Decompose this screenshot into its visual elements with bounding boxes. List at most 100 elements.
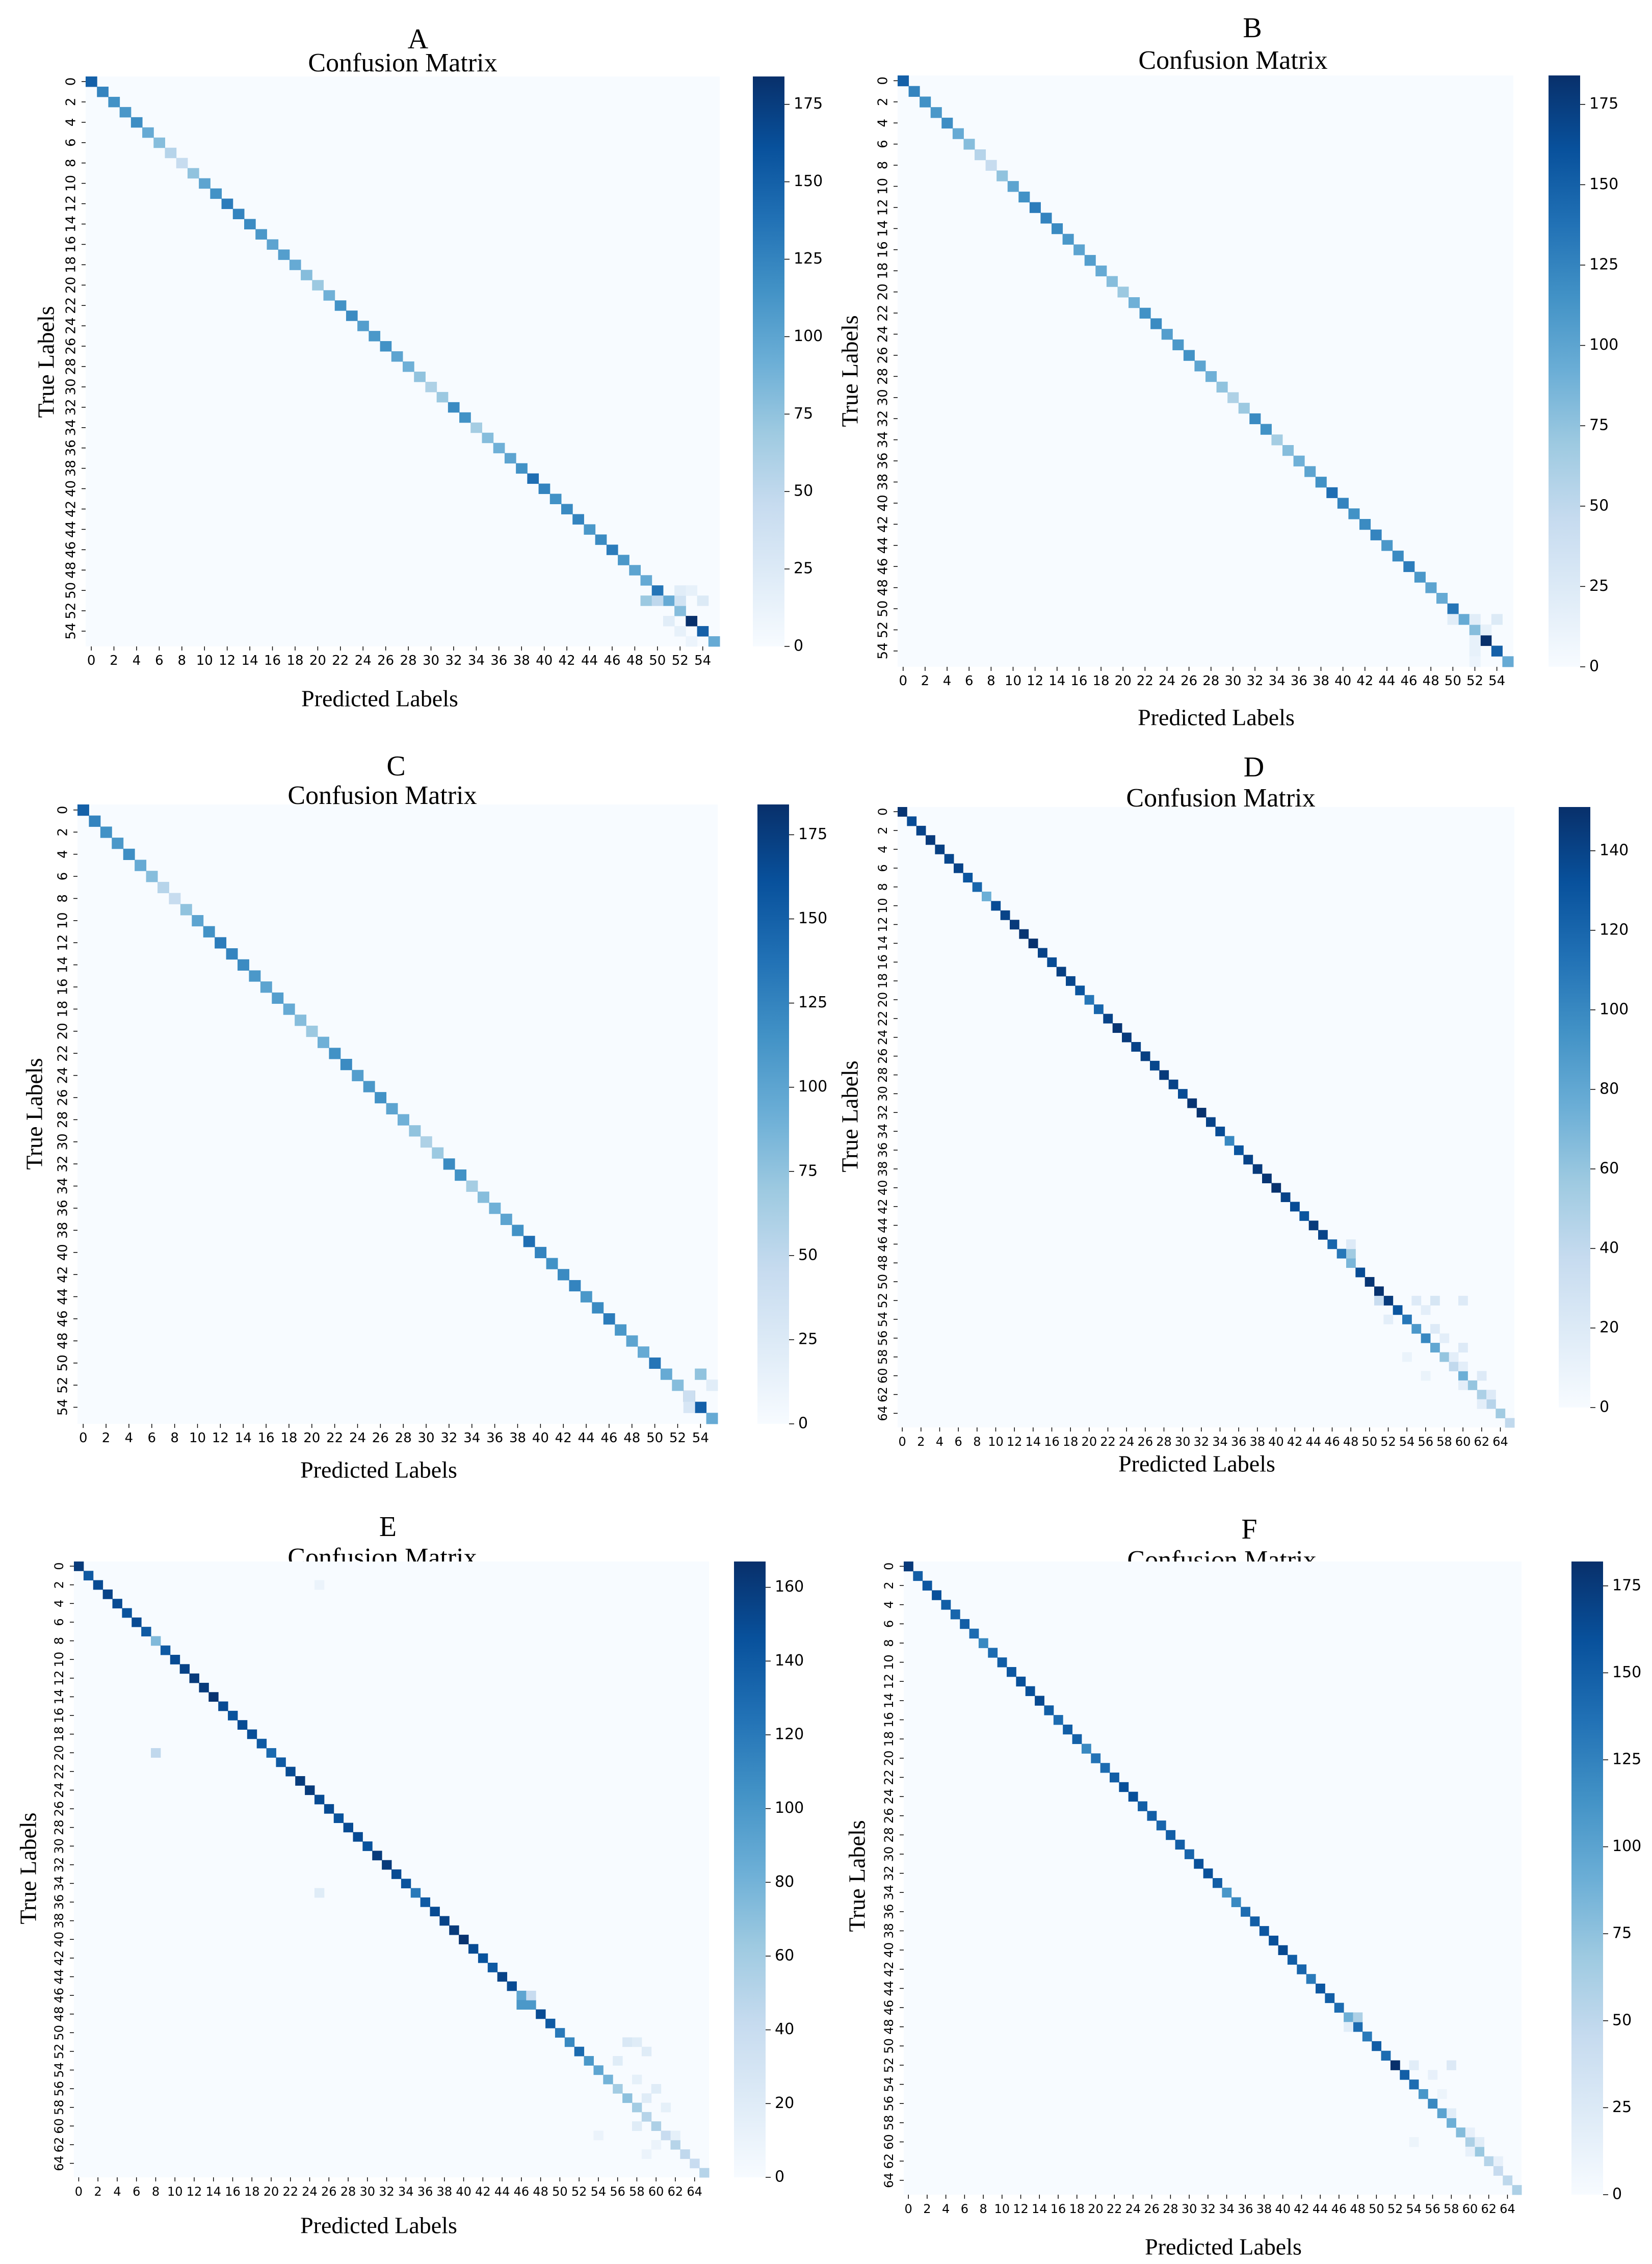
y-axis-label: True Labels: [837, 315, 863, 427]
y-tick-label: 44: [52, 1969, 66, 1985]
colorbar-tick-label: 25: [798, 1330, 818, 1348]
x-tick-label: 36: [1291, 673, 1307, 689]
y-tick-label: 64: [876, 1406, 890, 1421]
x-tick-label: 44: [1306, 1435, 1322, 1449]
colorbar-tick-label: 125: [1612, 1750, 1641, 1768]
heatmap-cell-diagonal-23: [1112, 1023, 1122, 1033]
heatmap-cell-diagonal-1: [89, 815, 101, 827]
heatmap-cell-diagonal-26: [1140, 1051, 1150, 1061]
x-tick-label: 32: [379, 2184, 395, 2199]
y-tick-label: 62: [876, 1387, 890, 1402]
colorbar-tick-label: 150: [798, 909, 827, 927]
x-tick-label: 26: [1144, 2202, 1160, 2216]
x-tick-label: 26: [1181, 673, 1197, 689]
heatmap-cell-diagonal-17: [272, 992, 284, 1004]
heatmap-cell-diagonal-15: [1044, 1705, 1054, 1715]
y-tick-label: 32: [52, 1857, 66, 1873]
heatmap-cell-diagonal-24: [357, 321, 369, 331]
heatmap-cell-diagonal-8: [169, 893, 181, 904]
x-tick-label: 34: [1219, 2202, 1235, 2216]
y-tick-label: 22: [56, 1045, 71, 1062]
heatmap-cell-diagonal-46: [516, 1990, 527, 2000]
heatmap-cell-diagonal-36: [1241, 1907, 1250, 1917]
y-tick-label: 62: [52, 2137, 66, 2153]
heatmap-cell-diagonal-64: [1496, 1409, 1506, 1419]
y-tick-label: 10: [56, 912, 71, 929]
heatmap-cell-diagonal-48: [1425, 582, 1437, 593]
heatmap-cell-diagonal-34: [466, 1180, 478, 1192]
y-tick-label: 38: [52, 1913, 66, 1929]
heatmap-cell-diagonal-10: [991, 901, 1001, 911]
heatmap-cell-diagonal-26: [1147, 1811, 1157, 1821]
y-tick-label: 40: [64, 480, 79, 497]
x-tick-label: 32: [440, 1430, 457, 1446]
heatmap-cell-diagonal-46: [603, 1313, 615, 1325]
heatmap-cell-diagonal-42: [561, 504, 573, 514]
heatmap-cell-diagonal-33: [459, 412, 471, 423]
heatmap-cell-diagonal-43: [1306, 1974, 1316, 1984]
heatmap-cell-diagonal-31: [432, 1147, 444, 1159]
y-tick-label: 32: [882, 1865, 896, 1881]
x-tick-label: 2: [102, 1430, 111, 1446]
y-tick-label: 20: [882, 1750, 896, 1766]
panel-letter: C: [386, 750, 405, 782]
heatmap-cell-offdiag-4: [697, 595, 709, 606]
y-tick-label: 10: [64, 175, 79, 192]
heatmap-cell-diagonal-35: [1231, 1897, 1241, 1907]
x-tick-label: 10: [167, 2184, 183, 2199]
heatmap-cell-offdiag-16: [1477, 1399, 1487, 1409]
y-axis-label: True Labels: [844, 1820, 870, 1932]
heatmap-cell-diagonal-41: [1280, 1192, 1291, 1202]
heatmap-cell-diagonal-50: [651, 585, 664, 596]
x-tick-label: 16: [264, 653, 281, 668]
heatmap-cell-diagonal-51: [1374, 1286, 1384, 1296]
heatmap-cell-diagonal-58: [632, 2102, 642, 2113]
y-tick-label: 60: [876, 1368, 890, 1384]
y-tick-label: 52: [64, 603, 79, 619]
heatmap-cell-diagonal-12: [189, 1673, 199, 1683]
heatmap-cell-diagonal-3: [102, 1589, 113, 1599]
y-axis-label: True Labels: [15, 1812, 41, 1924]
heatmap-cell-offdiag-6: [632, 2037, 642, 2047]
y-tick-label: 28: [876, 1067, 890, 1083]
heatmap-cell-offdiag-1: [1346, 1239, 1356, 1250]
colorbar-tick-label: 40: [1599, 1239, 1619, 1257]
heatmap-cell-diagonal-21: [1094, 1004, 1104, 1014]
x-tick-label: 38: [1313, 673, 1329, 689]
y-tick-label: 52: [56, 1377, 71, 1394]
x-tick-label: 12: [1007, 1435, 1022, 1449]
heatmap-cell-diagonal-38: [512, 1225, 524, 1236]
heatmap-cell-diagonal-3: [112, 838, 124, 849]
heatmap-cell-offdiag-0: [640, 595, 652, 606]
x-tick-label: 12: [187, 2184, 202, 2199]
heatmap-cell-diagonal-10: [1007, 181, 1019, 192]
heatmap-cell-diagonal-23: [1150, 318, 1162, 329]
heatmap-cell-diagonal-16: [228, 1710, 238, 1721]
colorbar-tick-label: 150: [794, 172, 823, 190]
heatmap-cell-offdiag-1: [1469, 614, 1481, 625]
heatmap-cell-diagonal-7: [963, 873, 973, 883]
heatmap-cell-diagonal-22: [1139, 307, 1151, 319]
x-tick-label: 58: [1444, 2202, 1459, 2216]
y-tick-label: 36: [882, 1904, 896, 1920]
x-tick-label: 30: [1182, 2202, 1197, 2216]
heatmap-cell-diagonal-16: [1053, 1715, 1063, 1725]
x-tick-label: 4: [133, 653, 141, 668]
heatmap-cell-diagonal-41: [549, 493, 562, 504]
heatmap-cell-diagonal-51: [663, 595, 675, 606]
heatmap-cell-diagonal-37: [1304, 466, 1316, 477]
heatmap-cell-diagonal-48: [1353, 2022, 1363, 2032]
heatmap-cell-diagonal-41: [1287, 1955, 1297, 1965]
heatmap-cell-diagonal-59: [1449, 1361, 1459, 1371]
colorbar-tick-label: 175: [798, 825, 827, 843]
x-tick-label: 0: [905, 2202, 912, 2216]
heatmap-cell-offdiag-10: [651, 2084, 662, 2094]
heatmap-cell-offdiag-8: [613, 2056, 623, 2066]
y-tick-label: 36: [876, 453, 891, 470]
heatmap-cell-diagonal-54: [1491, 645, 1503, 657]
colorbar: [734, 1562, 766, 2177]
heatmap-cell-diagonal-24: [1128, 1791, 1138, 1802]
